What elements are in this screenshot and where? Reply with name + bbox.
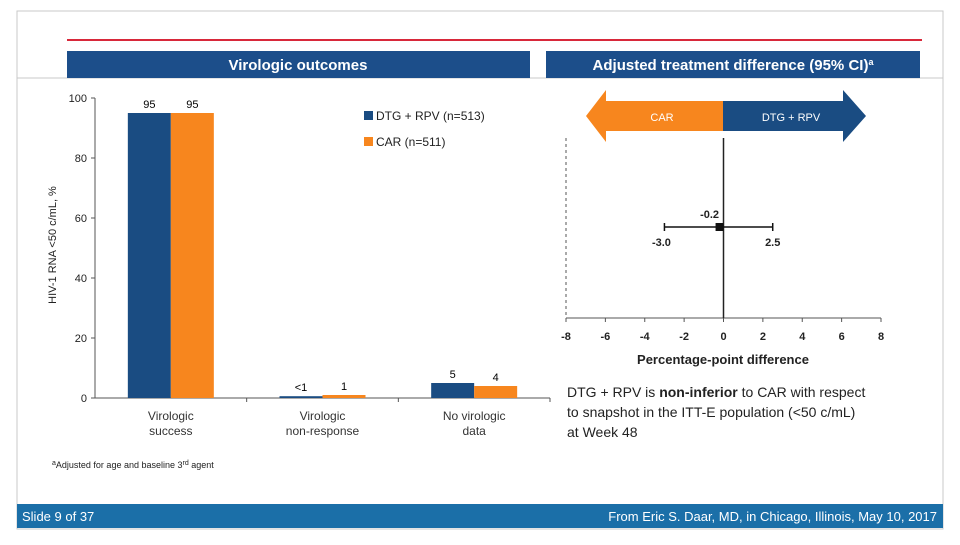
y-tick-label: 40 <box>75 273 87 285</box>
point-estimate <box>715 223 724 231</box>
forest-tick-label: 4 <box>799 331 806 343</box>
ci-lower-label: -3.0 <box>652 237 671 249</box>
x-axis-label: Percentage-point difference <box>637 352 809 367</box>
slide-number: Slide 9 of 37 <box>22 509 94 524</box>
category-label: No virologic <box>443 409 506 423</box>
bar-value-label: 95 <box>143 99 155 111</box>
outcomes-header: Virologic outcomes <box>229 57 368 74</box>
bar <box>431 383 475 398</box>
treatment-difference-plot: CAR DTG + RPV Percentage-point differenc… <box>561 90 884 367</box>
bar <box>474 386 518 398</box>
conclusion: DTG + RPV is non-inferior to CAR with re… <box>567 384 865 440</box>
y-tick-label: 60 <box>75 213 87 225</box>
car-arrow <box>586 90 723 142</box>
legend-swatch-dtg-rpv <box>364 111 373 120</box>
footnote-sup: a <box>52 460 56 467</box>
chart-legend: DTG + RPV (n=513) CAR (n=511) <box>364 109 485 149</box>
difference-header-sup: a <box>868 57 874 67</box>
bar <box>322 395 366 398</box>
slide-frame <box>16 10 944 530</box>
dtg-rpv-arrow-label: DTG + RPV <box>762 112 821 124</box>
forest-tick-label: 0 <box>720 331 726 343</box>
source-credit: From Eric S. Daar, MD, in Chicago, Illin… <box>608 509 937 524</box>
conclusion-line-3: at Week 48 <box>567 424 638 440</box>
forest-tick-label: -8 <box>561 331 571 343</box>
bar-value-label: 4 <box>493 372 499 384</box>
legend-label-dtg-rpv: DTG + RPV (n=513) <box>376 109 485 123</box>
y-tick-label: 100 <box>69 93 87 105</box>
point-estimate-label: -0.2 <box>700 209 719 221</box>
virologic-outcomes-chart: HIV-1 RNA <50 c/mL, % 0 20 40 60 80 100 95 95 Vi… <box>47 93 551 438</box>
bar-value-label: 5 <box>450 369 456 381</box>
forest-tick-label: 6 <box>839 331 845 343</box>
bar <box>279 396 323 398</box>
category-label: Virologic <box>148 409 194 423</box>
difference-header-bar <box>546 51 920 78</box>
difference-header-text: Adjusted treatment difference (95% CI) <box>593 57 869 74</box>
footnote-text: Adjusted for age and baseline 3 <box>56 460 183 470</box>
conclusion-pre: DTG + RPV is <box>567 384 659 400</box>
legend-label-car: CAR (n=511) <box>376 135 445 149</box>
category-label: success <box>149 424 192 438</box>
forest-tick-label: -2 <box>679 331 689 343</box>
category-label: data <box>462 424 486 438</box>
conclusion-post: to CAR with respect <box>738 384 866 400</box>
car-arrow-label: CAR <box>650 112 673 124</box>
forest-tick-label: -4 <box>640 331 651 343</box>
footnote: aAdjusted for age and baseline 3rd agent <box>52 460 214 470</box>
bar-value-label: <1 <box>295 382 308 394</box>
legend-swatch-car <box>364 137 373 146</box>
bar <box>127 113 171 398</box>
bar-value-label: 95 <box>186 99 198 111</box>
y-tick-label: 0 <box>81 393 87 405</box>
bar <box>170 113 214 398</box>
y-axis-label: HIV-1 RNA <50 c/mL, % <box>47 186 59 304</box>
category-label: Virologic <box>300 409 346 423</box>
forest-tick-label: -6 <box>600 331 610 343</box>
y-tick-label: 80 <box>75 153 87 165</box>
outcomes-header-bar <box>67 51 530 78</box>
difference-header: Adjusted treatment difference (95% CI)a <box>593 57 875 74</box>
ci-upper-label: 2.5 <box>765 237 780 249</box>
dtg-rpv-arrow <box>723 90 866 142</box>
forest-tick-label: 8 <box>878 331 884 343</box>
footnote-tail: agent <box>189 460 215 470</box>
conclusion-bold: non-inferior <box>659 384 738 400</box>
bar-value-label: 1 <box>341 381 347 393</box>
footnote-sup2: rd <box>183 460 189 467</box>
conclusion-line-2: to snapshot in the ITT-E population (<50… <box>567 404 855 420</box>
y-tick-label: 20 <box>75 333 87 345</box>
category-label: non-response <box>286 424 360 438</box>
conclusion-line-1: DTG + RPV is non-inferior to CAR with re… <box>567 384 865 400</box>
footer-bar <box>17 504 943 528</box>
forest-tick-label: 2 <box>760 331 766 343</box>
